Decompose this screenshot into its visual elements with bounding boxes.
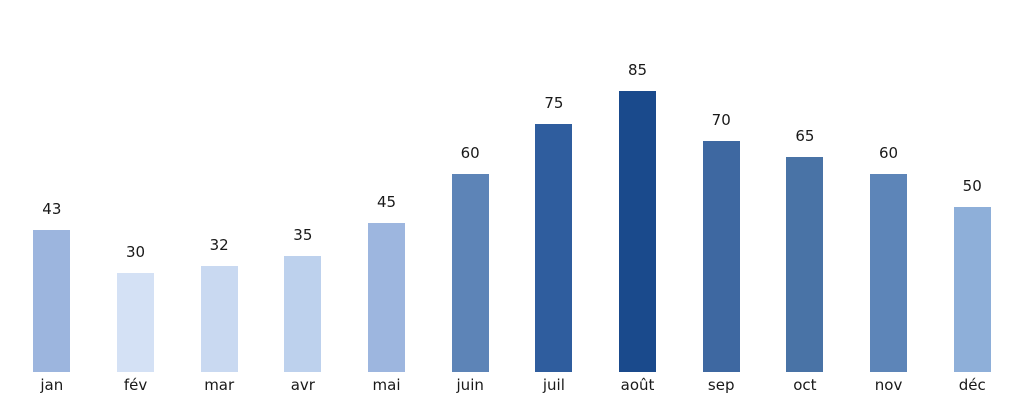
x-tick-label: jan [40, 376, 64, 394]
bar-stack: 70 [679, 0, 763, 372]
x-tick-label: mai [372, 376, 401, 394]
bar [200, 266, 238, 372]
x-tick-label: oct [793, 376, 817, 394]
bar [368, 223, 406, 372]
bar-stack: 35 [261, 0, 345, 372]
bar-value-label: 75 [544, 94, 564, 112]
bar-stack: 85 [596, 0, 680, 372]
bar-column: 30 fév [94, 0, 178, 404]
bar-stack: 65 [763, 0, 847, 372]
x-tick-label: août [620, 376, 655, 394]
x-tick-label: déc [958, 376, 986, 394]
bar-column: 65 oct [763, 0, 847, 404]
bar-column: 50 déc [930, 0, 1014, 404]
bar-column: 35 avr [261, 0, 345, 404]
x-tick-label: juil [542, 376, 565, 394]
bar-column: 32 mar [177, 0, 261, 404]
bar [619, 91, 657, 372]
x-tick-label: avr [290, 376, 315, 394]
bar [284, 256, 322, 372]
bar-value-label: 50 [962, 177, 982, 195]
x-tick-label: mar [204, 376, 235, 394]
bar-value-label: 85 [627, 61, 648, 79]
bar [702, 141, 740, 372]
bar-stack: 43 [10, 0, 94, 372]
bar-value-label: 60 [879, 144, 899, 162]
x-tick-label: juin [456, 376, 484, 394]
x-tick-label: sep [707, 376, 735, 394]
bar-value-label: 45 [376, 193, 397, 211]
bar-stack: 32 [177, 0, 261, 372]
bar-value-label: 35 [293, 226, 313, 244]
bar-column: 45 mai [345, 0, 429, 404]
bar-stack: 30 [94, 0, 178, 372]
bar-column: 60 nov [847, 0, 931, 404]
bar-value-label: 30 [125, 243, 146, 261]
bar [451, 174, 489, 372]
bar-value-label: 65 [795, 127, 815, 145]
bar-column: 70 sep [679, 0, 763, 404]
bar [117, 273, 154, 372]
bar-stack: 45 [345, 0, 429, 372]
x-tick-label: nov [874, 376, 903, 394]
bar-value-label: 70 [711, 111, 731, 129]
bar [33, 230, 71, 372]
x-tick-label: fév [123, 376, 148, 394]
bar-stack: 60 [847, 0, 931, 372]
bar [870, 174, 908, 372]
bar-stack: 75 [512, 0, 596, 372]
bar [786, 157, 824, 372]
bar-value-label: 32 [209, 236, 229, 254]
bar-chart: 43 jan 30 fév 32 mar 35 avr 45 mai 60 juin 75 juil 85 a… [10, 0, 1014, 404]
bar-column: 60 juin [428, 0, 512, 404]
bar-value-label: 60 [460, 144, 480, 162]
bar-stack: 60 [428, 0, 512, 372]
bar-column: 43 jan [10, 0, 94, 404]
bar-column: 75 juil [512, 0, 596, 404]
bar-column: 85 août [596, 0, 680, 404]
bar [953, 207, 991, 372]
bar-stack: 50 [930, 0, 1014, 372]
bar-value-label: 43 [42, 200, 62, 218]
bar [535, 124, 573, 372]
